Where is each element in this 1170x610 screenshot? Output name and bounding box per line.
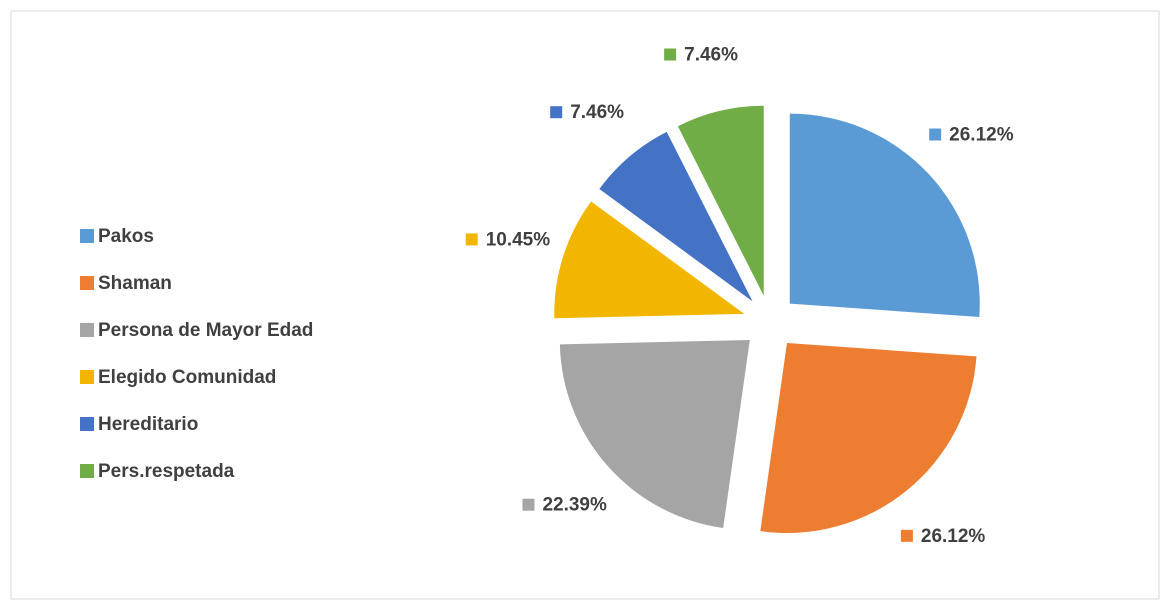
legend-swatch: [80, 370, 94, 384]
pie-slice: [677, 105, 764, 296]
value-label-swatch: [522, 498, 535, 511]
legend-label: Shaman: [98, 273, 172, 294]
legend-label: Pakos: [98, 226, 154, 247]
pie-slice: [789, 113, 980, 317]
pie-slice: [554, 201, 745, 319]
value-label-swatch: [664, 48, 677, 61]
value-label: 26.12%: [921, 526, 986, 547]
legend-label: Elegido Comunidad: [98, 367, 276, 388]
legend-label: Pers.respetada: [98, 461, 235, 482]
legend-swatch: [80, 417, 94, 431]
value-label: 10.45%: [486, 229, 551, 250]
legend-swatch: [80, 276, 94, 290]
value-label-swatch: [550, 106, 563, 119]
value-label-swatch: [900, 529, 913, 542]
pie-slice: [760, 342, 977, 533]
value-label: 7.46%: [570, 102, 624, 123]
value-label-swatch: [929, 128, 942, 141]
pie-slice: [559, 339, 750, 529]
value-label: 26.12%: [949, 125, 1014, 146]
value-label: 7.46%: [684, 45, 738, 66]
legend-label: Hereditario: [98, 414, 198, 435]
legend-label: Persona de Mayor Edad: [98, 320, 313, 341]
legend-swatch: [80, 323, 94, 337]
legend-swatch: [80, 229, 94, 243]
value-label-swatch: [465, 233, 478, 246]
legend-swatch: [80, 464, 94, 478]
value-label: 22.39%: [542, 495, 607, 516]
pie-slice: [599, 131, 753, 302]
